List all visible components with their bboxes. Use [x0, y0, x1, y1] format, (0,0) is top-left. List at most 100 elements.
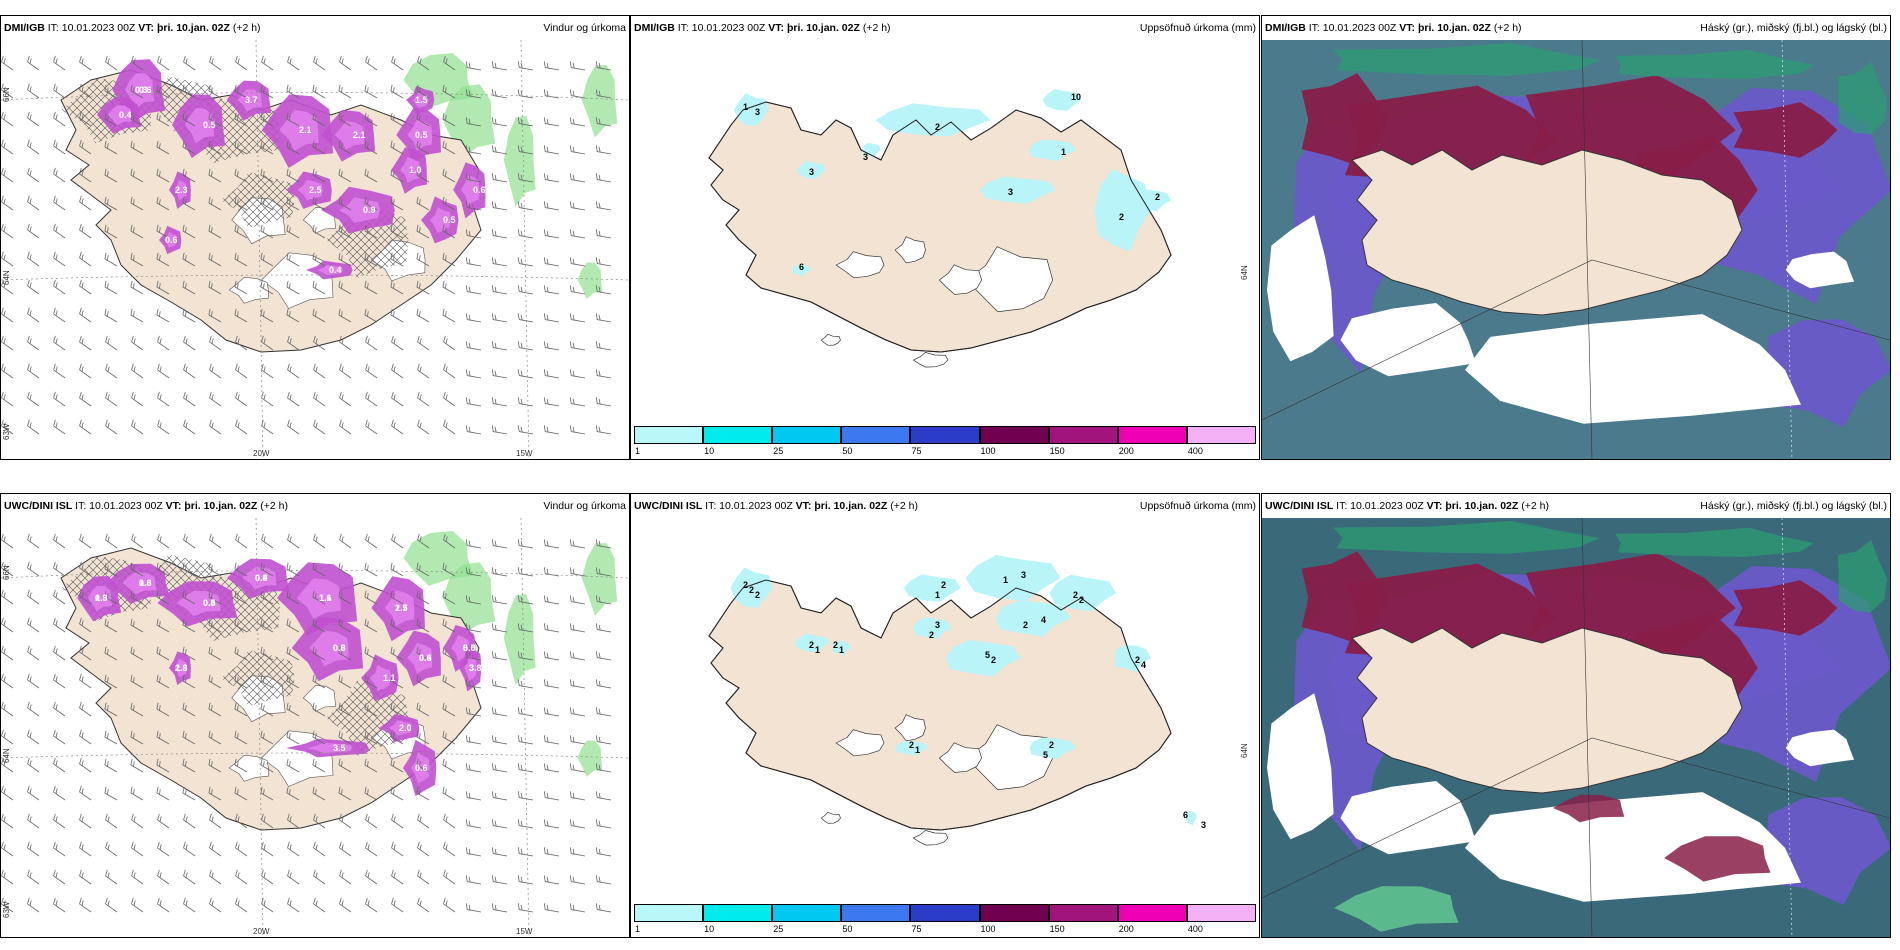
wind-barb [465, 61, 482, 71]
wind-barb [79, 195, 92, 211]
wind-barb [416, 758, 430, 773]
wind-barb [260, 140, 274, 155]
wind-barb [339, 335, 352, 351]
wind-barb [183, 335, 196, 351]
wind-barb [465, 341, 482, 351]
wind-barb [234, 562, 248, 577]
panel-uwc-accum-precip: UWC/DINI ISL IT: 10.01.2023 00Z VT: þri.… [630, 493, 1260, 938]
wind-barb [364, 562, 378, 577]
wind-barb [390, 562, 404, 577]
init-time: IT: 10.01.2023 00Z [1308, 22, 1397, 34]
wind-barb [53, 645, 66, 661]
wind-barb [234, 308, 248, 323]
wind-barb [260, 562, 274, 577]
wind-barb [130, 590, 144, 605]
wind-barb [442, 196, 456, 211]
wind-barb [208, 758, 222, 773]
wind-barb [543, 903, 560, 913]
wind-barb [261, 813, 274, 829]
wind-barb [261, 363, 274, 379]
wind-barb [339, 897, 352, 913]
accum-value-label: 2 [833, 640, 838, 650]
wind-barb [338, 646, 352, 661]
wind-barb [517, 735, 534, 745]
colorbar-swatch [703, 904, 773, 922]
wind-barb [543, 257, 560, 267]
wind-barb [365, 335, 378, 351]
wind-barb [443, 419, 456, 435]
wind-barb [53, 589, 66, 605]
wind-barb [156, 112, 170, 127]
wind-barb [182, 280, 196, 295]
wind-barb [517, 173, 534, 183]
wind-barb [338, 590, 352, 605]
wind-barb [312, 308, 326, 323]
wind-barb [53, 729, 66, 745]
precip-value-label: 2.0 [399, 723, 412, 733]
precip-value-label: 0.3 [135, 85, 148, 95]
accum-value-label: 6 [799, 262, 804, 272]
wind-barb [365, 55, 378, 71]
wind-barb [130, 674, 144, 689]
wind-barb [105, 897, 118, 913]
field-name: Háský (gr.), miðský (fj.bl.) og lágský (… [1700, 500, 1887, 512]
wind-barb [130, 112, 144, 127]
wind-barb [595, 425, 612, 435]
accum-value-label: 2 [749, 585, 754, 595]
accum-value-label: 1 [915, 745, 920, 755]
wind-barb [79, 897, 92, 913]
wind-barb [543, 341, 560, 351]
lat-label: 63W [2, 901, 11, 918]
wind-barb [131, 813, 144, 829]
wind-barb [208, 252, 222, 267]
accum-value-label: 3 [1008, 187, 1013, 197]
wind-barb [53, 419, 66, 435]
colorbar-tick: 10 [704, 446, 715, 456]
wind-barb [286, 758, 300, 773]
colorbar-swatch [979, 426, 1049, 444]
wind-barb [79, 279, 92, 295]
wind-barb [79, 813, 92, 829]
wind-barb [491, 341, 508, 351]
lat-label: 66N [2, 87, 11, 102]
wind-barb [312, 730, 326, 745]
wind-barb [442, 590, 456, 605]
wind-barb [491, 229, 508, 239]
colorbar-tick: 100 [980, 924, 996, 934]
colorbar-tick: 75 [911, 924, 922, 934]
wind-barb [517, 341, 534, 351]
wind-barb [131, 391, 144, 407]
wind-barb [131, 335, 144, 351]
wind-barb [53, 533, 66, 549]
wind-barb [182, 140, 196, 155]
panel-header: UWC/DINI ISL IT: 10.01.2023 00Z VT: þri.… [1, 494, 629, 518]
wind-barb [105, 419, 118, 435]
wind-barb [53, 55, 66, 71]
wind-barb [595, 61, 612, 71]
wind-barb [1, 813, 14, 829]
wind-barb [442, 646, 456, 661]
wind-barb [443, 363, 456, 379]
wind-barb [569, 201, 586, 211]
wind-barb [338, 618, 352, 633]
wind-barb [208, 84, 222, 99]
colorbar-swatch [841, 426, 911, 444]
lon-label: 15W [516, 449, 533, 458]
wind-barb [364, 758, 378, 773]
wind-barb [364, 224, 378, 239]
wind-barb [390, 140, 404, 155]
wind-barb [1, 645, 14, 661]
wind-barb [79, 645, 92, 661]
wind-barb [365, 841, 378, 857]
wind-barb [131, 419, 144, 435]
wind-barb [313, 841, 326, 857]
wind-barb [416, 252, 430, 267]
wind-barb [1, 673, 14, 689]
wind-barb [1, 251, 14, 267]
wind-barb [234, 168, 248, 183]
wind-barb [569, 173, 586, 183]
wind-barb [1, 589, 14, 605]
wind-barb [543, 595, 560, 605]
valid-time: þri. 10.jan. 02Z [786, 22, 860, 34]
wind-barb [130, 224, 144, 239]
